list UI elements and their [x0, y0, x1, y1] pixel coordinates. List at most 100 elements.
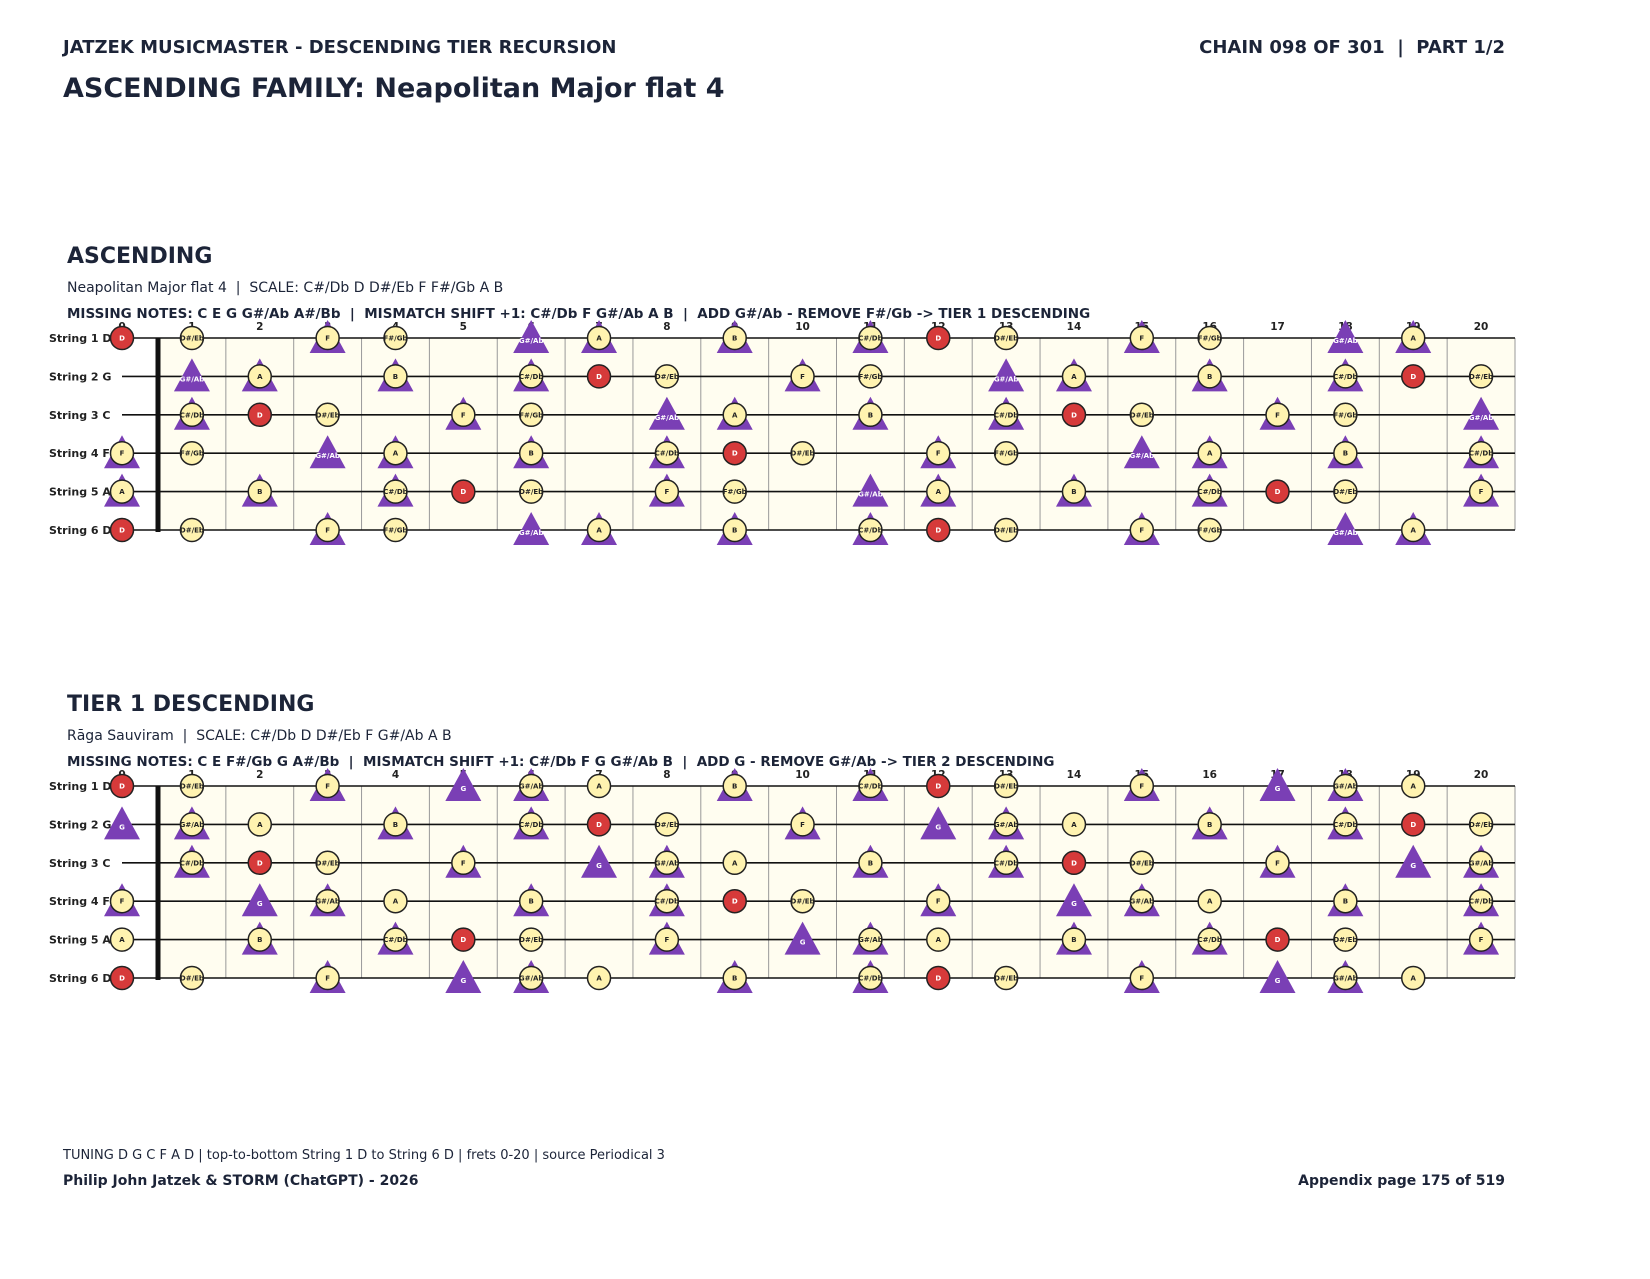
note-marker: [1129, 402, 1155, 428]
fret-number: 14: [1067, 769, 1082, 781]
shift-triangle: [445, 960, 482, 993]
note-label: A: [1411, 783, 1417, 791]
note-marker: [451, 402, 476, 428]
note-marker: [383, 364, 408, 389]
note-marker: [1468, 812, 1494, 837]
note-marker: [1061, 479, 1087, 504]
note-marker: [383, 517, 408, 543]
shift-triangle: [648, 396, 685, 430]
note-label: G#/Ab: [315, 452, 340, 460]
note-marker: [1333, 888, 1358, 914]
note-label: A: [732, 859, 738, 867]
note-label: G: [119, 823, 125, 831]
note-marker: [654, 364, 680, 389]
note-label: G: [257, 900, 263, 908]
note-marker: [1400, 773, 1426, 799]
shift-triangle: [1055, 883, 1092, 917]
string-label: String 1 D: [49, 332, 112, 345]
shift-triangle: [513, 320, 550, 353]
note-marker: [1468, 927, 1494, 952]
note-marker: [1400, 517, 1426, 543]
root-marker: [926, 517, 951, 543]
note-label: A: [257, 373, 263, 381]
root-marker: [247, 402, 273, 428]
note-label: C#/Db: [383, 488, 407, 496]
note-label: B: [1343, 450, 1348, 458]
note-label: G#/Ab: [1333, 337, 1358, 345]
fret-number: 16: [1202, 769, 1217, 781]
section-heading: TIER 1 DESCENDING: [67, 692, 314, 717]
note-label: F#/Gb: [994, 450, 1018, 458]
note-label: D: [119, 527, 125, 535]
note-label: F: [1275, 411, 1280, 419]
root-marker: [109, 517, 135, 543]
note-label: G#/Ab: [858, 936, 883, 944]
note-label: G#/Ab: [1333, 975, 1358, 983]
note-marker: [383, 479, 408, 504]
note-label: A: [1207, 898, 1213, 906]
fret-number: 2: [256, 321, 263, 333]
note-marker: [1197, 479, 1222, 504]
note-marker: [926, 888, 951, 914]
note-label: F: [325, 783, 330, 791]
note-marker: [315, 850, 340, 876]
note-label: A: [119, 488, 125, 496]
note-marker: [315, 888, 340, 914]
note-label: G#/Ab: [315, 898, 340, 906]
note-marker: [926, 479, 951, 504]
note-marker: [654, 479, 680, 504]
note-marker: [586, 965, 612, 991]
note-label: D: [119, 975, 125, 983]
note-marker: [1061, 364, 1087, 389]
note-label: B: [732, 527, 737, 535]
note-marker: [722, 402, 747, 428]
note-marker: [858, 927, 883, 952]
root-marker: [109, 325, 135, 351]
note-label: B: [257, 488, 262, 496]
note-marker: [1333, 927, 1358, 952]
note-marker: [926, 440, 951, 466]
note-label: F: [120, 450, 125, 458]
note-marker: [315, 325, 340, 351]
note-marker: [109, 440, 135, 466]
note-label: B: [732, 975, 737, 983]
note-label: D: [1410, 373, 1416, 381]
note-label: C#/Db: [519, 373, 543, 381]
note-marker: [993, 812, 1019, 837]
note-marker: [1468, 479, 1494, 504]
note-label: B: [393, 821, 398, 829]
note-label: G#/Ab: [180, 821, 205, 829]
note-marker: [179, 402, 205, 428]
root-marker: [722, 888, 747, 914]
note-label: B: [257, 936, 262, 944]
note-marker: [518, 773, 544, 799]
note-marker: [858, 965, 883, 991]
note-marker: [1129, 325, 1155, 351]
note-label: C#/Db: [858, 975, 882, 983]
note-marker: [1197, 888, 1222, 914]
root-marker: [926, 325, 951, 351]
note-label: D: [935, 975, 941, 983]
note-label: C#/Db: [180, 411, 204, 419]
note-marker: [1197, 927, 1222, 952]
root-marker: [1400, 812, 1426, 837]
note-label: G#/Ab: [994, 375, 1019, 383]
note-label: A: [257, 821, 263, 829]
note-marker: [1333, 812, 1358, 837]
note-marker: [722, 325, 747, 351]
root-marker: [586, 812, 612, 837]
note-marker: [858, 850, 883, 876]
note-marker: [1265, 402, 1290, 428]
page-title: ASCENDING FAMILY: Neapolitan Major flat …: [63, 73, 725, 104]
note-marker: [1197, 325, 1222, 351]
note-label: G#/Ab: [1333, 529, 1358, 537]
note-marker: [518, 364, 544, 389]
note-label: D: [119, 335, 125, 343]
note-marker: [247, 364, 273, 389]
note-label: F: [1479, 936, 1484, 944]
note-label: B: [868, 859, 873, 867]
note-label: B: [868, 411, 873, 419]
note-marker: [654, 888, 680, 914]
note-label: G: [596, 862, 602, 870]
